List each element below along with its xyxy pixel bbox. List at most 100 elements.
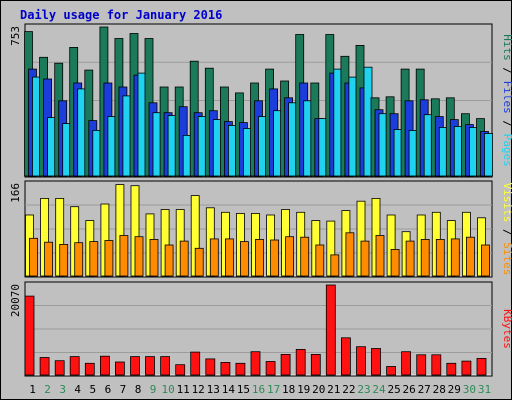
chart-title: Daily usage for January 2016	[20, 8, 222, 22]
day-label: 16	[252, 383, 265, 396]
legend-separator: /	[501, 61, 512, 81]
bar-sites-day-12	[194, 247, 204, 277]
day-label: 1	[29, 383, 36, 396]
day-label: 28	[433, 383, 446, 396]
legend-item: Files	[501, 81, 512, 114]
legend-item: Pages	[501, 134, 512, 167]
bar-kbytes-day-29	[446, 362, 457, 376]
day-label: 22	[342, 383, 355, 396]
bar-sites-day-11	[179, 240, 189, 277]
bar-sites-day-21	[330, 254, 340, 277]
bar-kbytes-day-28	[431, 354, 442, 376]
bar-sites-day-29	[450, 238, 460, 277]
bar-sites-day-20	[315, 244, 325, 277]
day-label: 25	[387, 383, 400, 396]
day-label: 19	[297, 383, 310, 396]
bar-sites-day-28	[435, 238, 445, 277]
day-label: 24	[372, 383, 386, 396]
day-label: 4	[74, 383, 81, 396]
bar-pages-day-31	[484, 133, 493, 177]
ymax-label: 166	[9, 183, 22, 203]
day-label: 23	[357, 383, 370, 396]
bar-sites-day-3	[59, 243, 69, 277]
day-label: 3	[59, 383, 66, 396]
bar-sites-day-26	[405, 240, 415, 277]
bar-sites-day-25	[390, 248, 400, 277]
legend-kbytes: KBytes	[501, 309, 512, 349]
bar-kbytes-day-9	[145, 356, 155, 376]
bar-kbytes-day-23	[356, 346, 366, 376]
bar-kbytes-day-13	[205, 358, 216, 376]
day-label: 26	[402, 383, 415, 396]
bar-kbytes-day-6	[100, 355, 110, 376]
bar-kbytes-day-11	[175, 364, 186, 376]
bar-kbytes-day-18	[280, 353, 291, 376]
day-label: 9	[150, 383, 157, 396]
legend-separator: /	[501, 114, 512, 134]
day-label: 21	[327, 383, 340, 396]
bar-sites-day-31	[481, 244, 490, 277]
ymax-label: 753	[9, 26, 22, 46]
bar-sites-day-5	[89, 241, 99, 277]
bar-kbytes-day-26	[401, 351, 412, 376]
bar-kbytes-day-10	[160, 356, 171, 376]
bar-sites-day-24	[375, 235, 385, 277]
bar-sites-day-16	[255, 238, 264, 277]
bar-sites-day-1	[29, 237, 38, 277]
bar-kbytes-day-16	[250, 351, 261, 376]
bar-kbytes-day-1	[24, 295, 35, 376]
day-label: 6	[105, 383, 112, 396]
bar-sites-day-30	[465, 236, 475, 277]
bar-sites-day-6	[104, 240, 114, 277]
day-label: 20	[312, 383, 325, 396]
bar-sites-day-22	[345, 232, 355, 277]
bar-kbytes-day-21	[325, 284, 336, 376]
day-label: 29	[448, 383, 461, 396]
bar-kbytes-day-3	[54, 360, 65, 376]
day-label: 8	[135, 383, 142, 396]
bar-kbytes-day-22	[340, 337, 351, 376]
bar-sites-day-7	[119, 235, 129, 277]
bar-kbytes-day-31	[476, 357, 487, 376]
legend-separator: /	[501, 222, 512, 242]
bar-sites-day-9	[149, 238, 159, 277]
day-label: 27	[418, 383, 431, 396]
bar-kbytes-day-8	[130, 356, 140, 376]
legend-item: Visits	[501, 183, 512, 223]
day-label: 2	[44, 383, 51, 396]
bar-sites-day-14	[224, 238, 234, 277]
bar-kbytes-day-27	[416, 354, 427, 376]
bar-kbytes-day-5	[84, 362, 95, 376]
legend-hits-files-pages: Hits / Files / Pages	[501, 34, 512, 167]
bar-kbytes-day-30	[461, 360, 472, 376]
bar-sites-day-2	[44, 241, 53, 277]
day-label: 10	[161, 383, 174, 396]
legend-visits-sites: Visits / Sites	[501, 183, 512, 276]
bar-sites-day-8	[134, 236, 144, 277]
bar-sites-day-4	[74, 242, 84, 277]
bar-kbytes-day-25	[386, 366, 397, 376]
day-label: 12	[192, 383, 205, 396]
bar-sites-day-13	[209, 238, 219, 277]
bar-kbytes-day-2	[39, 357, 50, 376]
bar-sites-day-15	[239, 241, 249, 277]
day-label: 11	[177, 383, 190, 396]
day-label: 14	[222, 383, 236, 396]
bar-sites-day-18	[285, 236, 295, 277]
day-label: 31	[478, 383, 491, 396]
day-label: 5	[89, 383, 96, 396]
day-label: 18	[282, 383, 295, 396]
day-label: 15	[237, 383, 250, 396]
day-label: 7	[120, 383, 127, 396]
bar-sites-day-27	[420, 238, 430, 277]
bar-kbytes-day-15	[235, 362, 246, 376]
legend-item: KBytes	[501, 309, 512, 349]
legend-item: Sites	[501, 242, 512, 275]
day-label: 17	[267, 383, 280, 396]
bar-kbytes-day-17	[265, 361, 276, 376]
ymax-label: 20070	[9, 284, 22, 317]
bar-sites-day-10	[164, 244, 174, 277]
bar-kbytes-day-4	[69, 356, 80, 376]
bar-kbytes-day-7	[115, 361, 125, 376]
